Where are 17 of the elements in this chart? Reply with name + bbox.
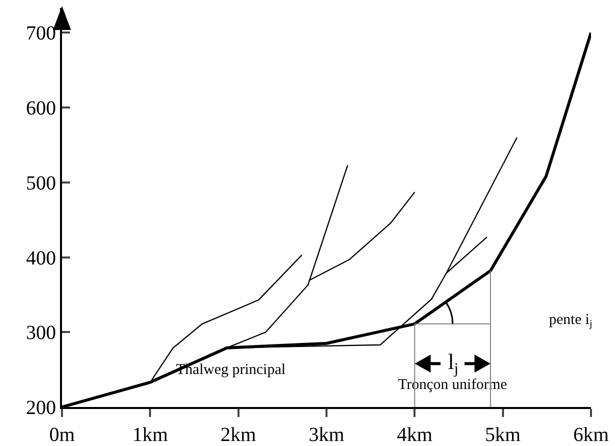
x-tick-label: 6km	[573, 424, 610, 446]
annotation: Tronçon uniforme	[398, 377, 508, 393]
y-tick-label: 700	[26, 22, 56, 45]
x-tick-label: 4km	[396, 424, 433, 446]
x-tick-label: 5km	[485, 424, 522, 446]
y-tick-label: 500	[26, 172, 56, 194]
y-tick-label: 400	[26, 247, 56, 270]
x-tick-label: 3km	[308, 424, 345, 446]
x-tick-label: 0m	[49, 424, 76, 446]
y-tick-label: 600	[26, 98, 56, 120]
annotation: l$_{j}$	[448, 349, 458, 378]
x-tick-label: 1km	[132, 424, 168, 446]
series-label: Thalweg principal	[176, 362, 286, 378]
y-tick-label: 200	[26, 397, 56, 419]
x-tick-label: 2km	[220, 424, 257, 446]
y-tick-label: 300	[26, 322, 56, 344]
annotation: pente i$_{j}$	[549, 312, 592, 330]
